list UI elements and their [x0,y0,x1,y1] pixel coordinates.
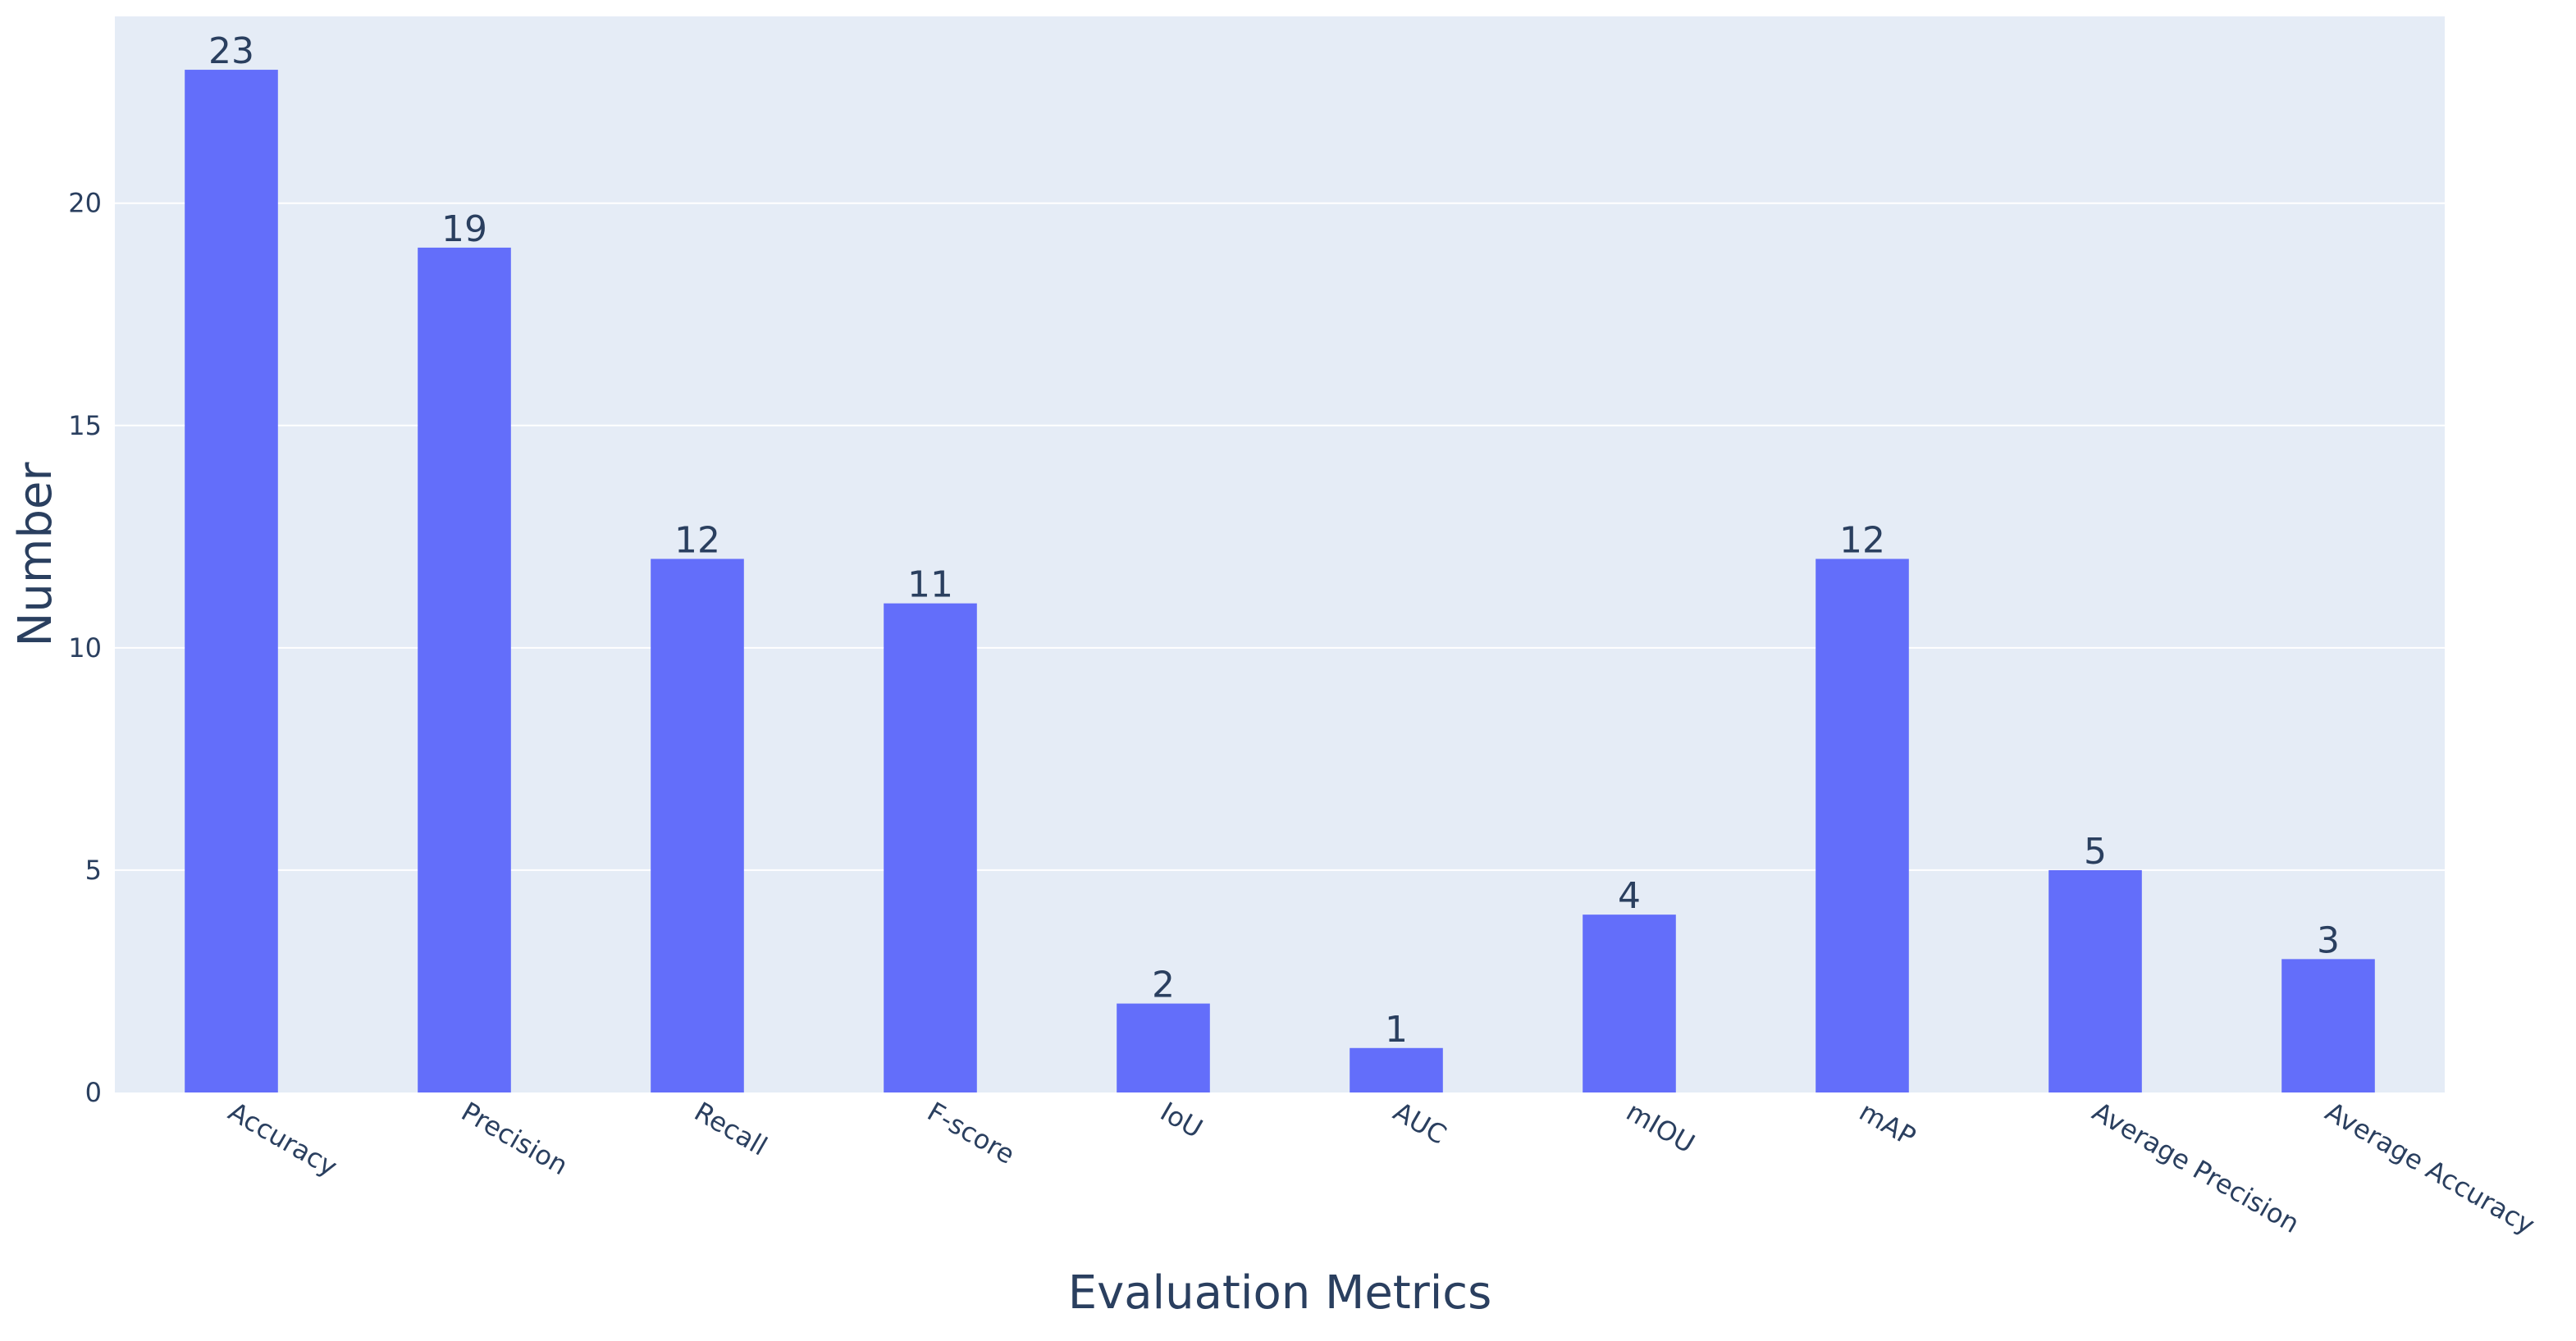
bar-average-precision [2048,869,2142,1092]
bar-value-label: 19 [441,208,487,250]
x-tick-label: F-score [922,1096,1020,1170]
x-axis-ticks: Accuracy Precision Recall F-score IoU AUC mIOU… [223,1096,2540,1241]
bars [185,70,2375,1092]
bar-value-label: 12 [1839,519,1885,561]
x-tick-label: Average Precision [2087,1096,2304,1239]
x-tick-label: AUC [1388,1096,1452,1151]
y-axis-title: Number [9,462,62,647]
bar-value-label: 2 [1152,965,1175,1006]
x-tick-label: Average Accuracy [2320,1096,2540,1241]
data-labels: 23 19 12 11 2 1 4 12 5 3 [208,30,2340,1051]
x-tick-label: mAP [1854,1096,1921,1152]
bar-value-label: 11 [907,564,953,606]
bar-average-accuracy [2281,959,2375,1092]
x-axis-title: Evaluation Metrics [1068,1266,1492,1320]
bar-accuracy [185,70,278,1092]
bar-value-label: 12 [674,519,720,561]
bar-map [1816,559,1909,1092]
bar-value-label: 5 [2084,831,2107,873]
x-tick-label: IoU [1155,1096,1208,1144]
y-tick-label: 10 [68,632,102,664]
y-tick-label: 15 [68,410,102,441]
bar-value-label: 4 [1618,875,1641,917]
y-tick-label: 20 [68,188,102,219]
bar-miou [1583,915,1676,1092]
x-tick-label: Recall [689,1096,773,1162]
x-tick-label: Precision [456,1096,573,1181]
bar-value-label: 23 [208,30,254,72]
bar-iou [1117,1003,1210,1092]
bar-f-score [884,603,977,1092]
y-tick-label: 5 [85,855,102,886]
bar-recall [651,559,744,1092]
y-axis-ticks: 0 5 10 15 20 [68,188,102,1108]
bar-value-label: 3 [2317,919,2340,961]
bar-value-label: 1 [1385,1009,1408,1051]
y-tick-label: 0 [85,1077,102,1108]
bar-precision [418,247,511,1092]
x-tick-label: Accuracy [223,1096,343,1183]
bar-auc [1350,1047,1443,1092]
x-tick-label: mIOU [1621,1096,1700,1160]
